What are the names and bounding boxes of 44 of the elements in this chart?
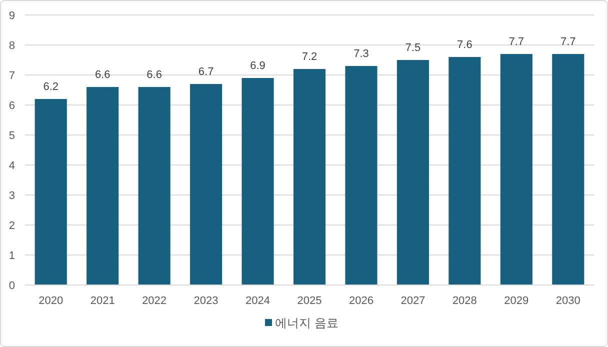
- data-label: 7.6: [457, 39, 472, 51]
- bar: [34, 99, 67, 285]
- x-tick-label: 2023: [194, 295, 218, 307]
- bar: [448, 57, 481, 285]
- data-label: 7.7: [560, 36, 576, 48]
- legend: 에너지 음료: [265, 316, 338, 330]
- bar: [345, 66, 378, 285]
- x-tick-label: 2030: [556, 295, 580, 307]
- data-label: 7.5: [405, 42, 421, 54]
- y-tick-label: 3: [8, 190, 15, 202]
- y-tick-label: 4: [8, 160, 15, 172]
- bar: [396, 60, 429, 285]
- bar: [242, 78, 274, 285]
- bar: [552, 54, 584, 285]
- data-label: 6.6: [146, 69, 162, 81]
- bar: [86, 87, 119, 285]
- data-label: 7.7: [508, 36, 524, 48]
- x-tick-label: 2020: [38, 295, 64, 307]
- bar: [500, 54, 532, 285]
- bar: [138, 87, 170, 285]
- data-label: 7.3: [354, 48, 369, 60]
- y-tick-label: 2: [8, 220, 15, 232]
- y-tick-label: 0: [8, 280, 15, 292]
- data-label: 6.2: [43, 81, 59, 93]
- y-tick-label: 7: [8, 70, 15, 82]
- y-tick-label: 9: [8, 10, 15, 22]
- x-tick-label: 2021: [90, 295, 115, 307]
- x-tick-label: 2025: [297, 295, 322, 307]
- y-tick-label: 8: [8, 40, 15, 52]
- data-label: 6.7: [198, 66, 214, 78]
- x-tick-label: 2029: [504, 295, 529, 307]
- x-tick-label: 2024: [246, 295, 270, 307]
- data-label: 7.2: [302, 51, 318, 63]
- bar: [190, 84, 222, 285]
- y-tick-label: 1: [8, 250, 15, 262]
- x-tick-label: 2022: [142, 295, 167, 307]
- data-label: 6.9: [250, 60, 266, 72]
- x-tick-label: 2028: [452, 295, 477, 307]
- x-tick-label: 2026: [348, 295, 374, 307]
- data-label: 6.6: [94, 69, 110, 81]
- y-tick-label: 6: [8, 100, 15, 112]
- bar: [293, 69, 326, 285]
- y-tick-label: 5: [8, 130, 15, 142]
- x-tick-label: 2027: [400, 295, 426, 307]
